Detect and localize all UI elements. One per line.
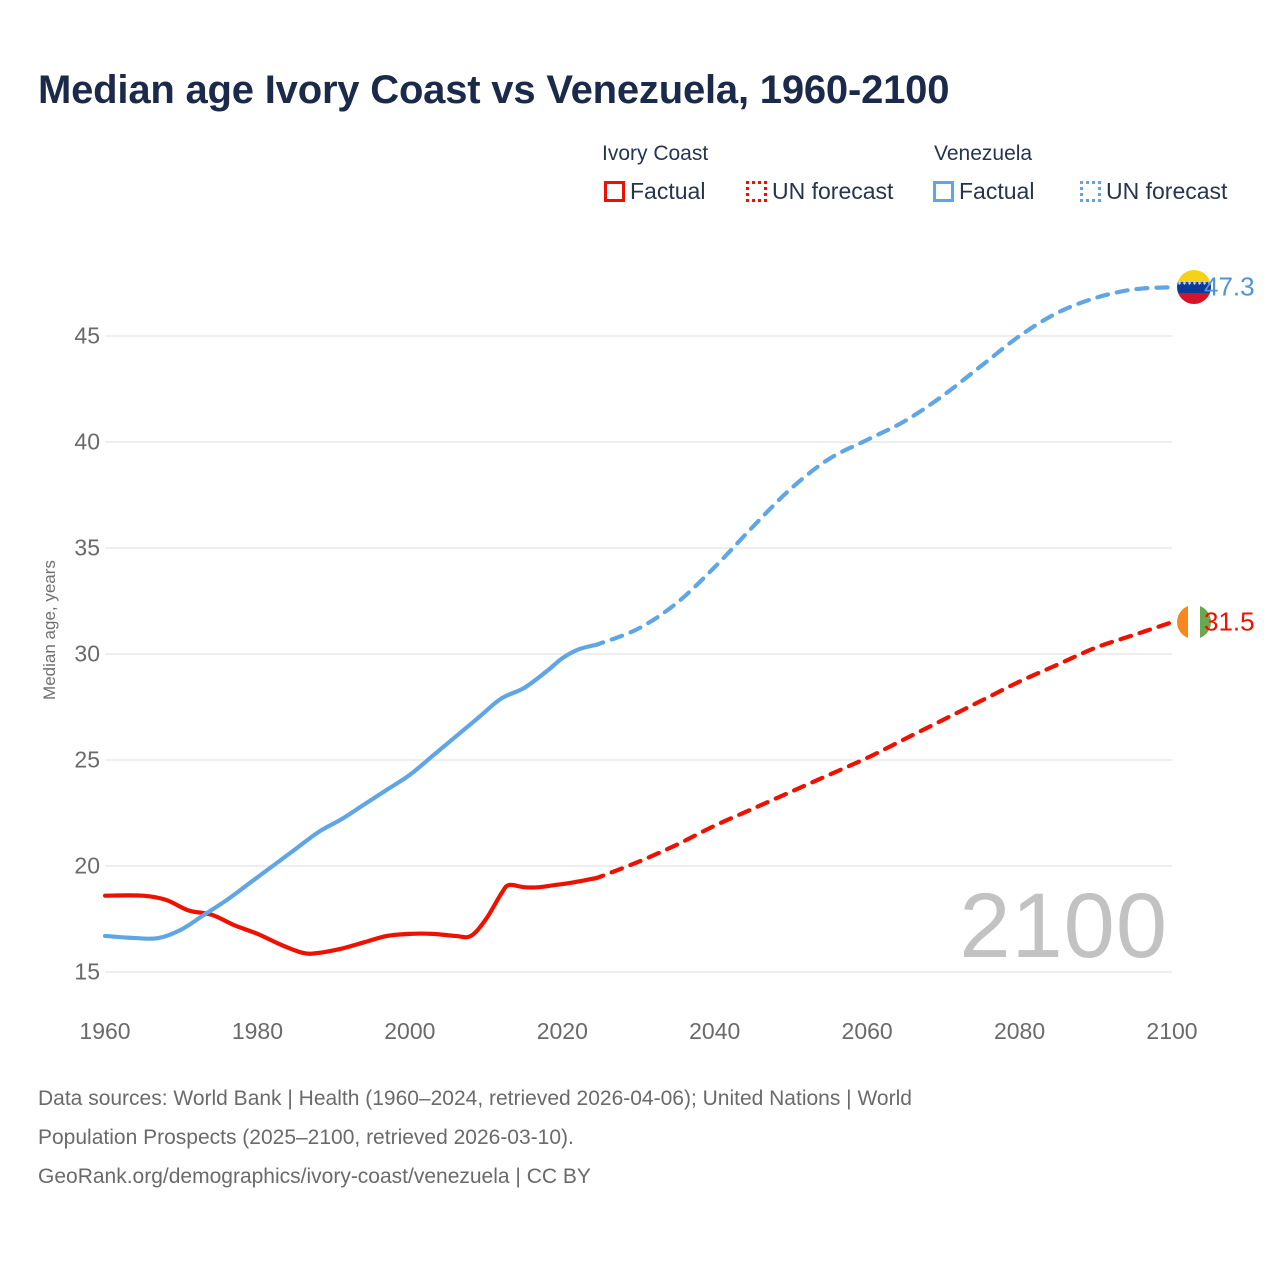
legend-group-ivory-coast: Ivory Coast xyxy=(602,142,709,165)
x-tick-label: 2000 xyxy=(384,1018,436,1044)
x-tick-label: 2060 xyxy=(841,1018,893,1044)
legend-item-ivory-forecast[interactable]: UN forecast xyxy=(746,178,893,205)
legend-item-ivory-factual[interactable]: Factual xyxy=(604,178,705,205)
x-tick-label: 2100 xyxy=(1146,1018,1198,1044)
plot-svg xyxy=(102,285,1175,973)
y-tick-label: 30 xyxy=(74,640,100,667)
legend-swatch-dotted-blue-icon xyxy=(1080,181,1101,202)
plot-area: Median age, years 2100 15 20 25 30 35 40 45 19… xyxy=(0,250,1280,1044)
series-line-forecast-ivory-coast xyxy=(590,620,1175,881)
y-tick-label: 20 xyxy=(74,852,100,879)
end-value-label-ivory-coast: 31.5 xyxy=(1204,606,1255,637)
legend-label: Factual xyxy=(959,178,1035,204)
legend-label: Factual xyxy=(630,178,706,204)
legend-label: UN forecast xyxy=(772,178,894,204)
chart-legend: Ivory Coast Venezuela Factual UN forecas… xyxy=(598,142,1258,220)
x-tick-label: 1960 xyxy=(79,1018,131,1044)
series-line-forecast-venezuela xyxy=(590,285,1175,648)
x-tick-label: 1980 xyxy=(231,1018,284,1044)
legend-swatch-solid-red-icon xyxy=(604,181,625,202)
footer-line-2: Population Prospects (2025–2100, retriev… xyxy=(38,1125,574,1149)
x-tick-label: 2040 xyxy=(689,1018,741,1044)
flag-venezuela-icon: ∗∗∗∗∗∗∗ xyxy=(1177,270,1211,305)
footer-line-3: GeoRank.org/demographics/ivory-coast/ven… xyxy=(38,1164,591,1188)
legend-label: UN forecast xyxy=(1106,178,1228,204)
legend-swatch-dotted-red-icon xyxy=(746,181,767,202)
y-tick-label: 45 xyxy=(74,322,100,349)
page-title: Median age Ivory Coast vs Venezuela, 196… xyxy=(38,68,950,112)
y-tick-label: 40 xyxy=(74,428,100,455)
legend-group-venezuela: Venezuela xyxy=(934,142,1033,165)
footer-sources: Data sources: World Bank | Health (1960–… xyxy=(38,1083,1238,1193)
watermark-year: 2100 xyxy=(959,875,1168,977)
y-tick-label: 15 xyxy=(74,958,100,985)
x-tick-label: 2020 xyxy=(536,1018,588,1044)
series-line-factual-ivory-coast xyxy=(102,876,595,956)
footer-line-1: Data sources: World Bank | Health (1960–… xyxy=(38,1087,912,1110)
legend-item-venezuela-forecast[interactable]: UN forecast xyxy=(1080,178,1227,205)
legend-swatch-solid-blue-icon xyxy=(933,181,954,202)
x-tick-label: 2080 xyxy=(993,1018,1046,1044)
legend-item-venezuela-factual[interactable]: Factual xyxy=(933,178,1034,205)
series-line-factual-venezuela xyxy=(102,643,595,941)
flag-ivory-coast-icon xyxy=(1177,605,1211,640)
y-tick-label: 25 xyxy=(74,746,100,773)
y-tick-label: 35 xyxy=(74,534,100,561)
end-value-label-venezuela: 47.3 xyxy=(1204,271,1255,302)
